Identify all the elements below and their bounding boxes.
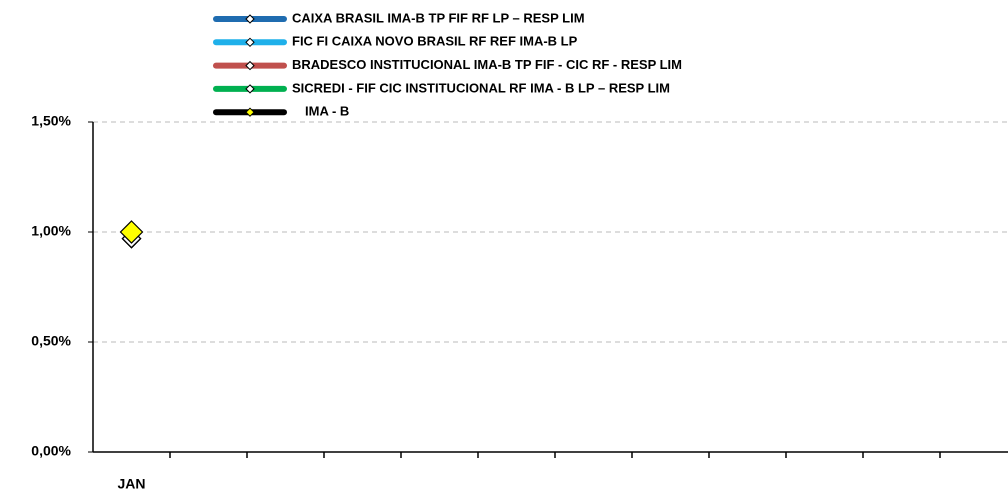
legend-marker [245,107,255,117]
y-tick-label: 0,50% [31,333,71,349]
y-tick-label: 1,50% [31,113,71,129]
x-tick-label: JAN [117,476,145,492]
legend-label: BRADESCO INSTITUCIONAL IMA-B TP FIF - CI… [292,57,682,72]
legend-marker [245,37,255,48]
legend-label: CAIXA BRASIL IMA-B TP FIF RF LP – RESP L… [292,10,585,25]
legend-label: FIC FI CAIXA NOVO BRASIL RF REF IMA-B LP [292,34,578,49]
legend-label: SICREDI - FIF CIC INSTITUCIONAL RF IMA -… [292,80,670,95]
y-tick-label: 0,00% [31,443,71,459]
legend-marker [245,60,255,71]
marker [119,220,144,244]
y-tick-label: 1,00% [31,223,71,239]
legend-label: IMA - B [305,104,349,119]
legend-marker [245,84,255,94]
legend-marker [245,14,255,24]
